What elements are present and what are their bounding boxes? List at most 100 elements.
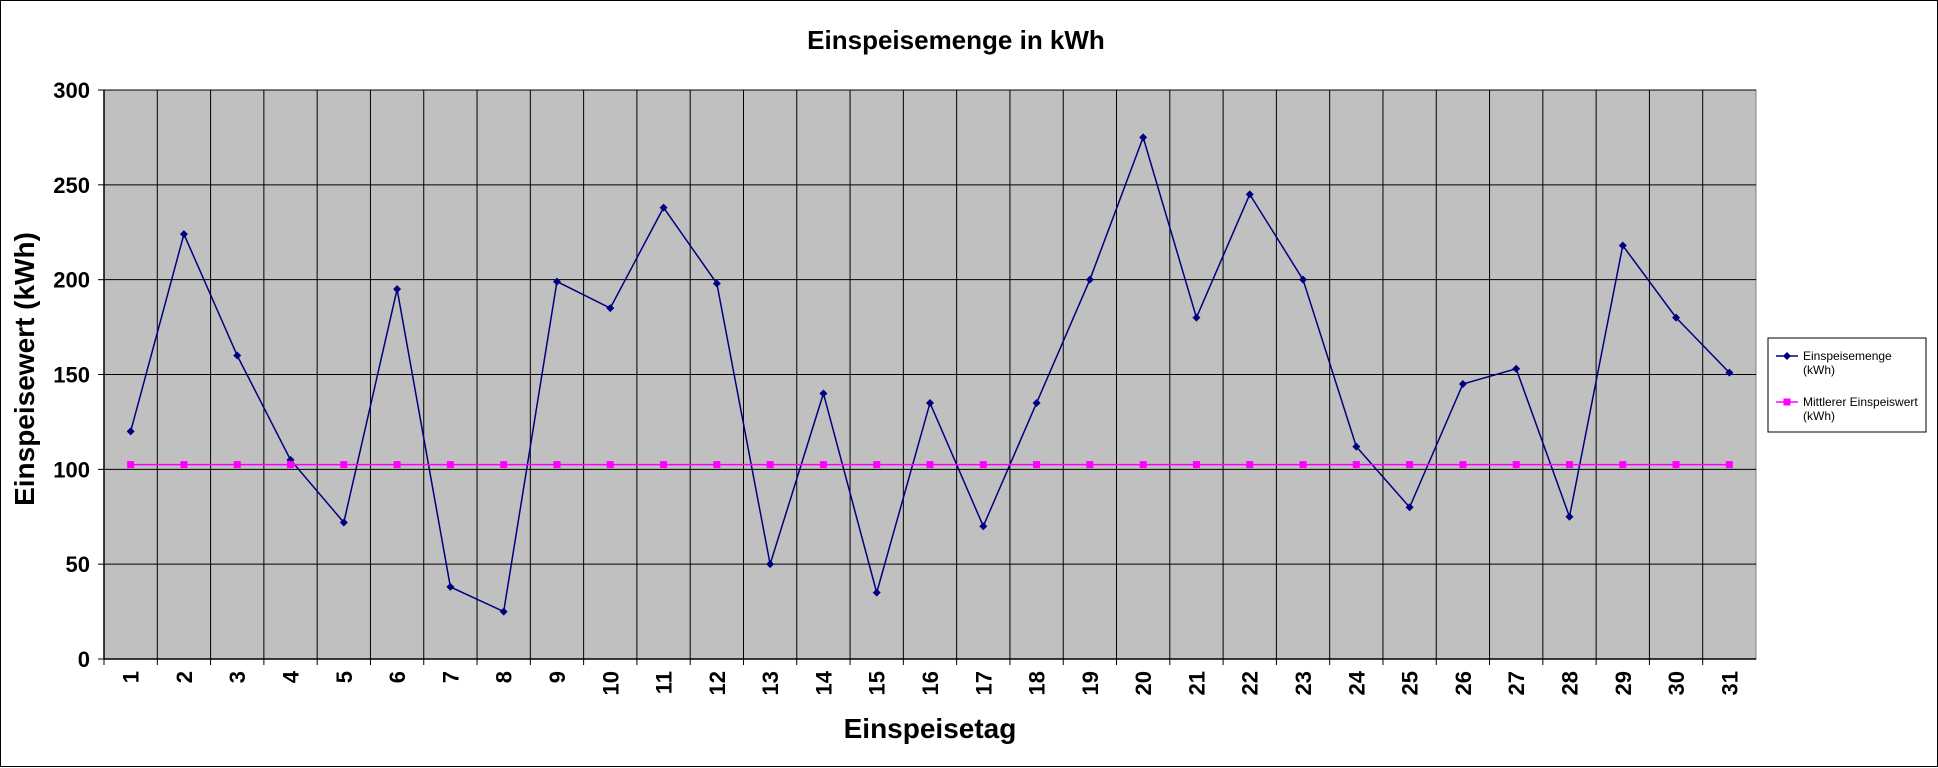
x-tick-label: 9 <box>545 671 570 683</box>
x-tick-label: 22 <box>1238 671 1263 695</box>
data-point <box>1299 275 1308 284</box>
data-point <box>819 461 827 469</box>
data-point <box>179 230 188 239</box>
data-point <box>872 588 881 597</box>
data-point <box>1406 461 1414 469</box>
y-tick-label: 0 <box>78 647 90 672</box>
y-tick-label: 200 <box>53 268 90 293</box>
data-point <box>233 351 242 360</box>
data-point <box>127 461 135 469</box>
data-point <box>1512 364 1521 373</box>
data-point <box>1725 368 1734 377</box>
data-point <box>339 518 348 527</box>
legend: Einspeisemenge(kWh) Mittlerer Einspeiswer… <box>1767 337 1927 433</box>
series-group <box>126 133 1734 616</box>
x-axis-title: Einspeisetag <box>844 713 1017 744</box>
data-point <box>499 607 508 616</box>
data-point <box>926 398 934 407</box>
data-point <box>1672 313 1681 322</box>
data-point <box>233 461 241 469</box>
data-point <box>712 279 721 288</box>
data-point <box>1032 398 1041 407</box>
legend-marker <box>1783 398 1791 406</box>
data-point <box>1033 461 1041 469</box>
data-point <box>1725 461 1733 469</box>
x-tick-label: 15 <box>865 671 890 695</box>
data-point <box>287 461 295 469</box>
x-tick-label: 5 <box>332 671 357 683</box>
data-point <box>766 560 775 569</box>
data-point <box>1085 275 1094 284</box>
x-tick-label: 17 <box>971 671 996 695</box>
data-point <box>1246 461 1254 469</box>
x-tick-label: 23 <box>1291 671 1316 695</box>
data-point <box>340 461 348 469</box>
x-tick-label: 16 <box>918 671 943 695</box>
y-tick-label: 100 <box>53 457 90 482</box>
data-point <box>553 461 561 469</box>
data-point <box>500 461 508 469</box>
x-tick-label: 27 <box>1504 671 1529 695</box>
data-point <box>446 461 454 469</box>
data-point <box>606 304 615 313</box>
data-point <box>819 389 828 398</box>
x-tick-label: 30 <box>1664 671 1689 695</box>
x-tick-label: 4 <box>279 670 304 683</box>
x-tick-label: 25 <box>1398 671 1423 695</box>
data-point <box>660 461 668 469</box>
gridlines <box>104 89 1756 659</box>
y-tick-label: 50 <box>66 552 90 577</box>
x-tick-label: 12 <box>705 671 730 695</box>
y-tick-label: 250 <box>53 173 90 198</box>
data-point <box>1458 379 1467 388</box>
x-tick-label: 19 <box>1078 671 1103 695</box>
data-point <box>713 461 721 469</box>
data-point <box>1405 503 1414 512</box>
legend-box <box>1767 337 1927 433</box>
data-point <box>1245 190 1254 199</box>
data-point <box>552 277 561 286</box>
data-point <box>1565 512 1574 521</box>
x-tick-label: 11 <box>652 671 677 694</box>
x-tick-label: 8 <box>492 671 517 683</box>
x-tick-label: 2 <box>172 671 197 683</box>
data-point <box>393 285 402 294</box>
y-tick-label: 150 <box>53 363 90 388</box>
data-point <box>1299 461 1307 469</box>
legend-label: (kWh) <box>1803 363 1835 377</box>
data-point <box>766 461 774 469</box>
data-point <box>446 582 455 591</box>
data-point <box>1672 461 1680 469</box>
data-point <box>1565 461 1573 469</box>
x-tick-label: 10 <box>598 671 623 695</box>
legend-label: Mittlerer Einspeiswert <box>1803 395 1918 409</box>
data-point <box>979 461 987 469</box>
x-tick-label: 28 <box>1557 671 1582 695</box>
data-point <box>1086 461 1094 469</box>
data-point <box>606 461 614 469</box>
data-point <box>979 522 988 531</box>
data-point <box>1512 461 1520 469</box>
data-point <box>926 461 934 469</box>
data-point <box>1352 461 1360 469</box>
x-tick-label: 29 <box>1611 671 1636 695</box>
x-tick-label: 13 <box>758 671 783 695</box>
data-point <box>1618 241 1627 250</box>
legend-label: Einspeisemenge <box>1803 349 1892 363</box>
data-point <box>1352 442 1361 451</box>
x-tick-label: 31 <box>1717 671 1742 695</box>
legend-marker <box>1783 352 1791 360</box>
data-point <box>1192 461 1200 469</box>
x-tick-label: 18 <box>1025 671 1050 695</box>
chart-title: Einspeisemenge in kWh <box>807 25 1105 55</box>
data-point <box>1619 461 1627 469</box>
data-point <box>1459 461 1467 469</box>
x-tick-label: 24 <box>1344 670 1369 695</box>
data-point <box>659 203 668 212</box>
data-point <box>393 461 401 469</box>
x-tick-label: 7 <box>438 671 463 683</box>
data-point <box>873 461 881 469</box>
